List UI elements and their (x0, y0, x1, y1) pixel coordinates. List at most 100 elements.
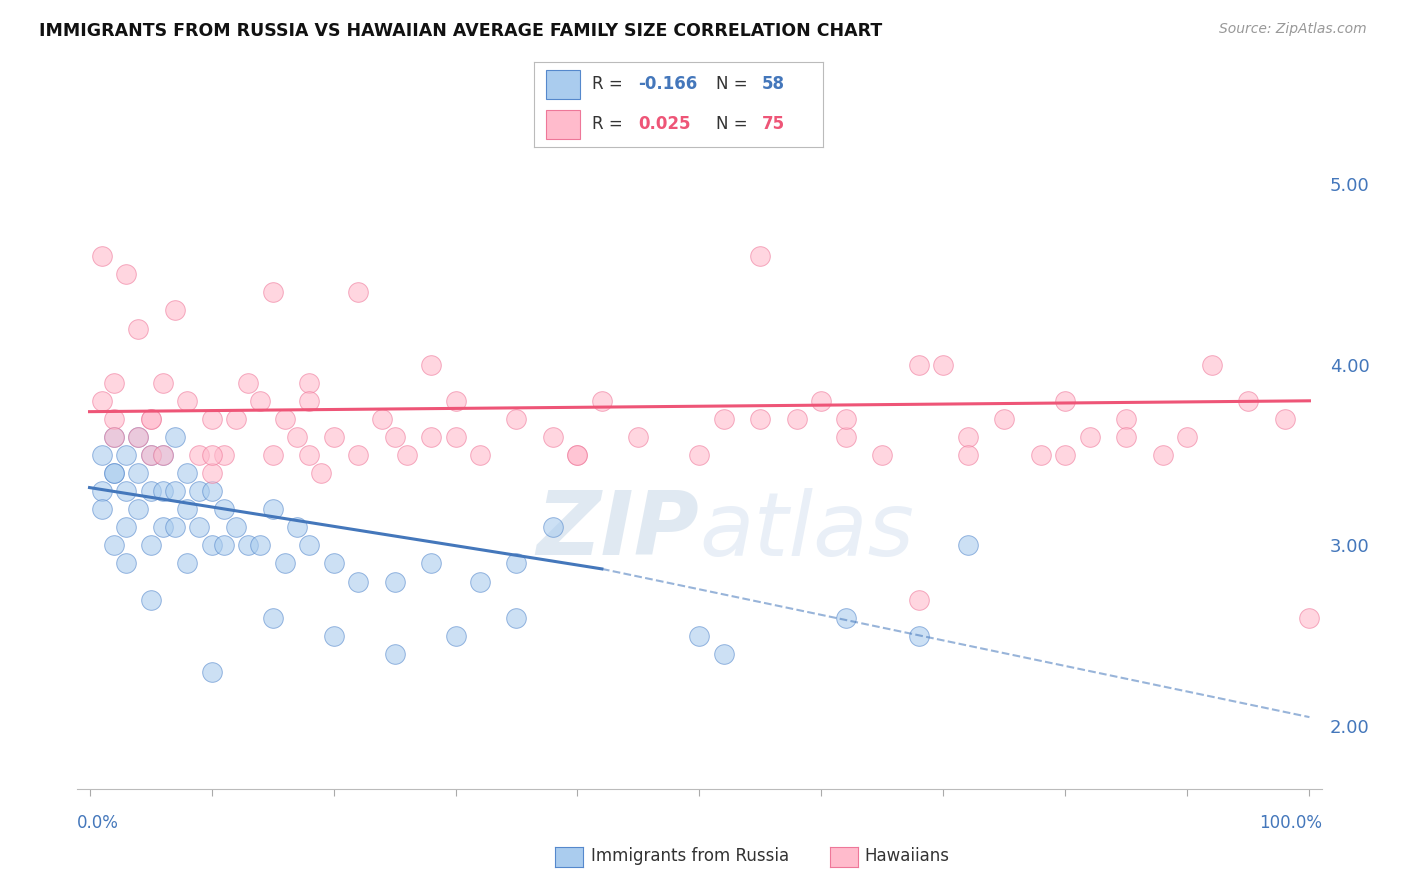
Point (298, 393, 321, 408)
Point (347, 448, 370, 462)
Point (90, 249, 112, 263)
Point (1177, 430, 1199, 444)
Point (810, 393, 832, 408)
Point (115, 520, 138, 534)
Point (274, 412, 297, 426)
Point (908, 358, 931, 372)
Point (103, 412, 125, 426)
Text: R =: R = (592, 115, 628, 133)
Point (311, 466, 333, 480)
Text: Immigrants from Russia: Immigrants from Russia (591, 847, 789, 865)
Point (505, 610, 527, 624)
Point (188, 484, 211, 499)
Point (468, 574, 491, 589)
Point (225, 520, 247, 534)
Point (139, 484, 162, 499)
Point (90, 502, 112, 516)
Point (212, 538, 235, 552)
Point (505, 557, 527, 571)
Point (152, 448, 174, 462)
Point (163, 484, 186, 499)
Point (103, 466, 125, 480)
Point (200, 484, 222, 499)
Point (152, 484, 174, 499)
Point (188, 520, 211, 534)
Point (115, 448, 138, 462)
Point (212, 448, 235, 462)
Point (127, 430, 149, 444)
Point (322, 430, 344, 444)
Point (322, 557, 344, 571)
Text: atlas: atlas (700, 488, 914, 574)
Point (956, 430, 979, 444)
Point (176, 466, 198, 480)
Point (115, 268, 138, 282)
Point (200, 448, 222, 462)
Point (1078, 430, 1101, 444)
Point (262, 610, 284, 624)
Point (1054, 393, 1077, 408)
Point (908, 592, 931, 607)
Point (347, 574, 370, 589)
Text: Hawaiians: Hawaiians (865, 847, 949, 865)
Point (1298, 610, 1320, 624)
Point (444, 629, 467, 643)
Point (200, 665, 222, 679)
Point (541, 520, 564, 534)
Point (262, 448, 284, 462)
Point (127, 466, 149, 480)
Point (90, 448, 112, 462)
Point (90, 393, 112, 408)
Point (420, 358, 443, 372)
Point (176, 557, 198, 571)
Text: IMMIGRANTS FROM RUSSIA VS HAWAIIAN AVERAGE FAMILY SIZE CORRELATION CHART: IMMIGRANTS FROM RUSSIA VS HAWAIIAN AVERA… (39, 22, 883, 40)
Point (908, 629, 931, 643)
Point (262, 502, 284, 516)
Point (127, 502, 149, 516)
Point (152, 448, 174, 462)
Point (627, 430, 650, 444)
Point (285, 430, 308, 444)
Point (993, 412, 1015, 426)
Point (139, 412, 162, 426)
Point (262, 285, 284, 300)
Point (152, 520, 174, 534)
Point (689, 629, 711, 643)
Point (163, 520, 186, 534)
Point (139, 412, 162, 426)
Point (444, 430, 467, 444)
Bar (546, 70, 581, 99)
Point (115, 484, 138, 499)
Point (1054, 448, 1077, 462)
Text: 0.0%: 0.0% (77, 814, 120, 831)
Point (384, 574, 406, 589)
Point (236, 376, 259, 390)
Point (567, 448, 589, 462)
Point (152, 376, 174, 390)
Point (1152, 448, 1174, 462)
Point (90, 484, 112, 499)
Text: Source: ZipAtlas.com: Source: ZipAtlas.com (1219, 22, 1367, 37)
Point (127, 321, 149, 335)
Text: ZIP: ZIP (537, 487, 700, 574)
Point (163, 303, 186, 318)
Point (103, 538, 125, 552)
Point (200, 466, 222, 480)
Point (188, 448, 211, 462)
Point (139, 538, 162, 552)
Point (176, 393, 198, 408)
Point (932, 358, 955, 372)
Text: N =: N = (716, 115, 752, 133)
Point (420, 430, 443, 444)
Point (298, 448, 321, 462)
Point (749, 249, 772, 263)
Point (212, 502, 235, 516)
Point (505, 412, 527, 426)
Point (689, 448, 711, 462)
Point (139, 448, 162, 462)
Text: 58: 58 (762, 75, 785, 93)
Point (713, 647, 735, 661)
Point (1115, 412, 1137, 426)
Point (371, 412, 394, 426)
Point (236, 538, 259, 552)
